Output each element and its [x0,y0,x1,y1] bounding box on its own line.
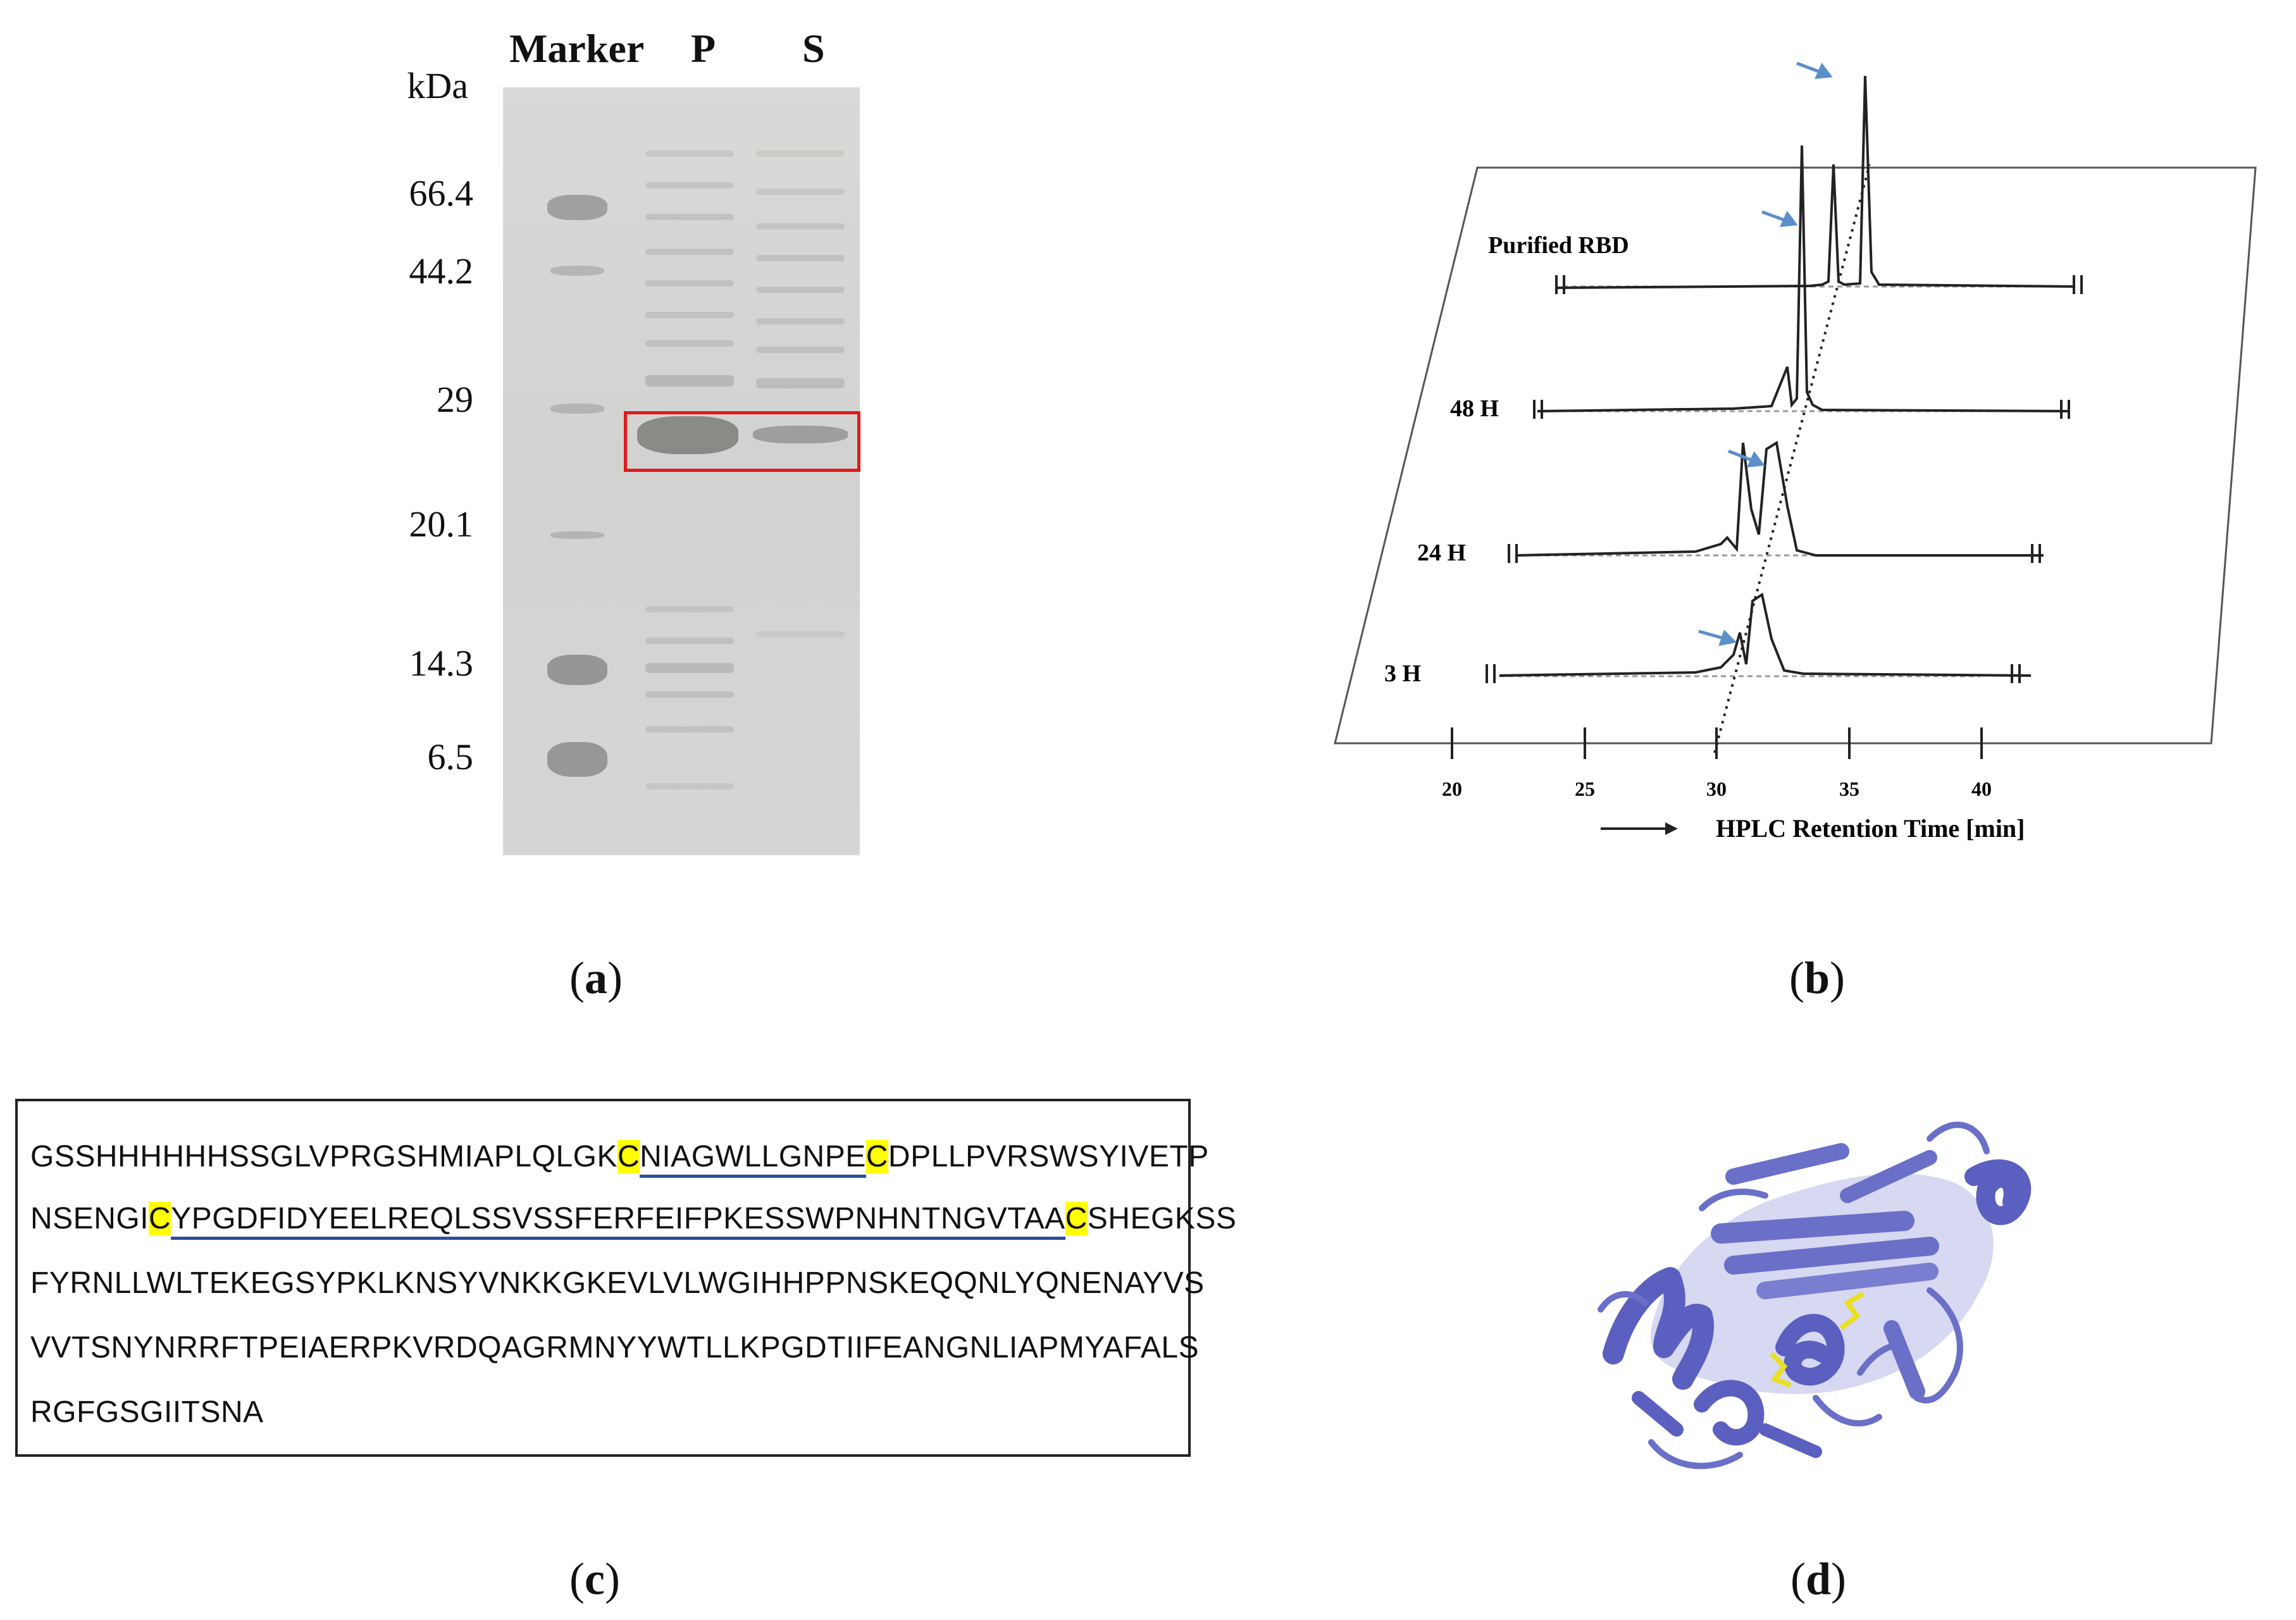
disulfide-bonds [1770,1291,1865,1388]
trace-label-48h: 48 H [1450,395,1499,422]
sequence-box: GSSHHHHHHSSGLVPRGSHMIAPLQLGKCNIAGWLLGNPE… [15,1099,1236,1457]
target-band-p [637,416,738,454]
trace-3h [1499,592,2032,677]
panel-label-c: (c) [569,1554,620,1604]
lane-header-s: S [802,26,825,71]
marker-label-44: 44.2 [409,250,474,292]
cysteine-highlight: C [617,1140,640,1173]
panel-d-protein-structure [1598,1122,2032,1469]
marker-band [547,195,607,220]
x-tick-35: 35 [1839,777,1859,800]
trace-24h [1517,440,2044,557]
sequence-line: VVTSNYNRRFTPEIAERPKVRDQAGRMNYYWTLLKPGDTI… [30,1330,1199,1365]
sequence-segment: VVTSNYNRRFTPEIAERPKVRDQAGRMNYYWTLLKPGDTI… [30,1331,1200,1364]
marker-band [547,655,607,685]
cysteine-highlight: C [866,1140,888,1173]
x-tick-25: 25 [1575,777,1595,800]
highlight-box [624,411,860,472]
sequence-line: RGFGSGIITSNA [30,1395,264,1430]
sequence-segment: FYRNLLWLTEKEGSYPKLKNSYVNKKGKEVLVLWGIHHPP… [30,1266,1205,1300]
sequence-line: GSSHHHHHHSSGLVPRGSHMIAPLQLGKCNIAGWLLGNPE… [30,1139,1209,1178]
x-tick-40: 40 [1971,777,1992,800]
marker-label-6: 6.5 [427,736,474,777]
trace-label-24h: 24 H [1417,540,1466,566]
marker-label-66: 66.4 [409,173,474,214]
x-axis-label: HPLC Retention Time [min] [1716,814,2025,843]
trace-label-purified: Purified RBD [1488,232,1629,259]
lane-header-marker: Marker [509,26,645,71]
panel-label-b: (b) [1789,953,1846,1003]
sequence-line: FYRNLLWLTEKEGSYPKLKNSYVNKKGKEVLVLWGIHHPP… [30,1266,1205,1301]
panel-label-a: (a) [569,953,623,1003]
marker-band [547,742,607,777]
trace-purified-rbd [1556,75,2076,289]
sequence-segment: RGFGSGIITSNA [30,1395,264,1429]
cysteine-highlight: C [149,1202,171,1235]
trace-48h [1537,145,2070,412]
x-tick-30: 30 [1706,777,1727,800]
cysteine-highlight: C [1065,1202,1088,1235]
sequence-line: NSENGICYPGDFIDYEELREQLSSVSSFERFEIFPKESSW… [30,1201,1237,1240]
marker-label-29: 29 [437,379,473,420]
marker-band [550,404,604,414]
sequence-segment: SHEGKSS [1087,1202,1237,1235]
trace-label-3h: 3 H [1384,660,1421,687]
marker-band [550,531,604,539]
trend-line [1713,164,1871,753]
sequence-segment: GSSHHHHHHSSGLVPRGSHMIAPLQLGK [30,1140,617,1173]
disulfide-loop-segment: YPGDFIDYEELREQLSSVSSFERFEIFPKESSWPNHNTNG… [171,1202,1065,1240]
protein-ribbon [1598,1122,2032,1469]
target-band-s [753,426,848,443]
marker-band [550,266,604,276]
marker-label-20: 20.1 [409,504,474,545]
kda-unit-label: kDa [407,65,468,106]
sequence-segment: DPLLPVRSWSYIVETP [888,1140,1209,1173]
sequence-segment: NSENGI [30,1202,149,1235]
plot-plane [1334,166,2257,745]
panel-label-d: (d) [1790,1554,1847,1604]
disulfide-loop-segment: NIAGWLLGNPE [640,1140,866,1178]
x-tick-20: 20 [1442,777,1462,800]
marker-label-14: 14.3 [409,643,474,684]
panel-b-hplc: Purified RBD 48 H 24 H 3 H 20 25 30 35 4… [1334,61,2257,843]
lane-header-p: P [691,26,716,71]
